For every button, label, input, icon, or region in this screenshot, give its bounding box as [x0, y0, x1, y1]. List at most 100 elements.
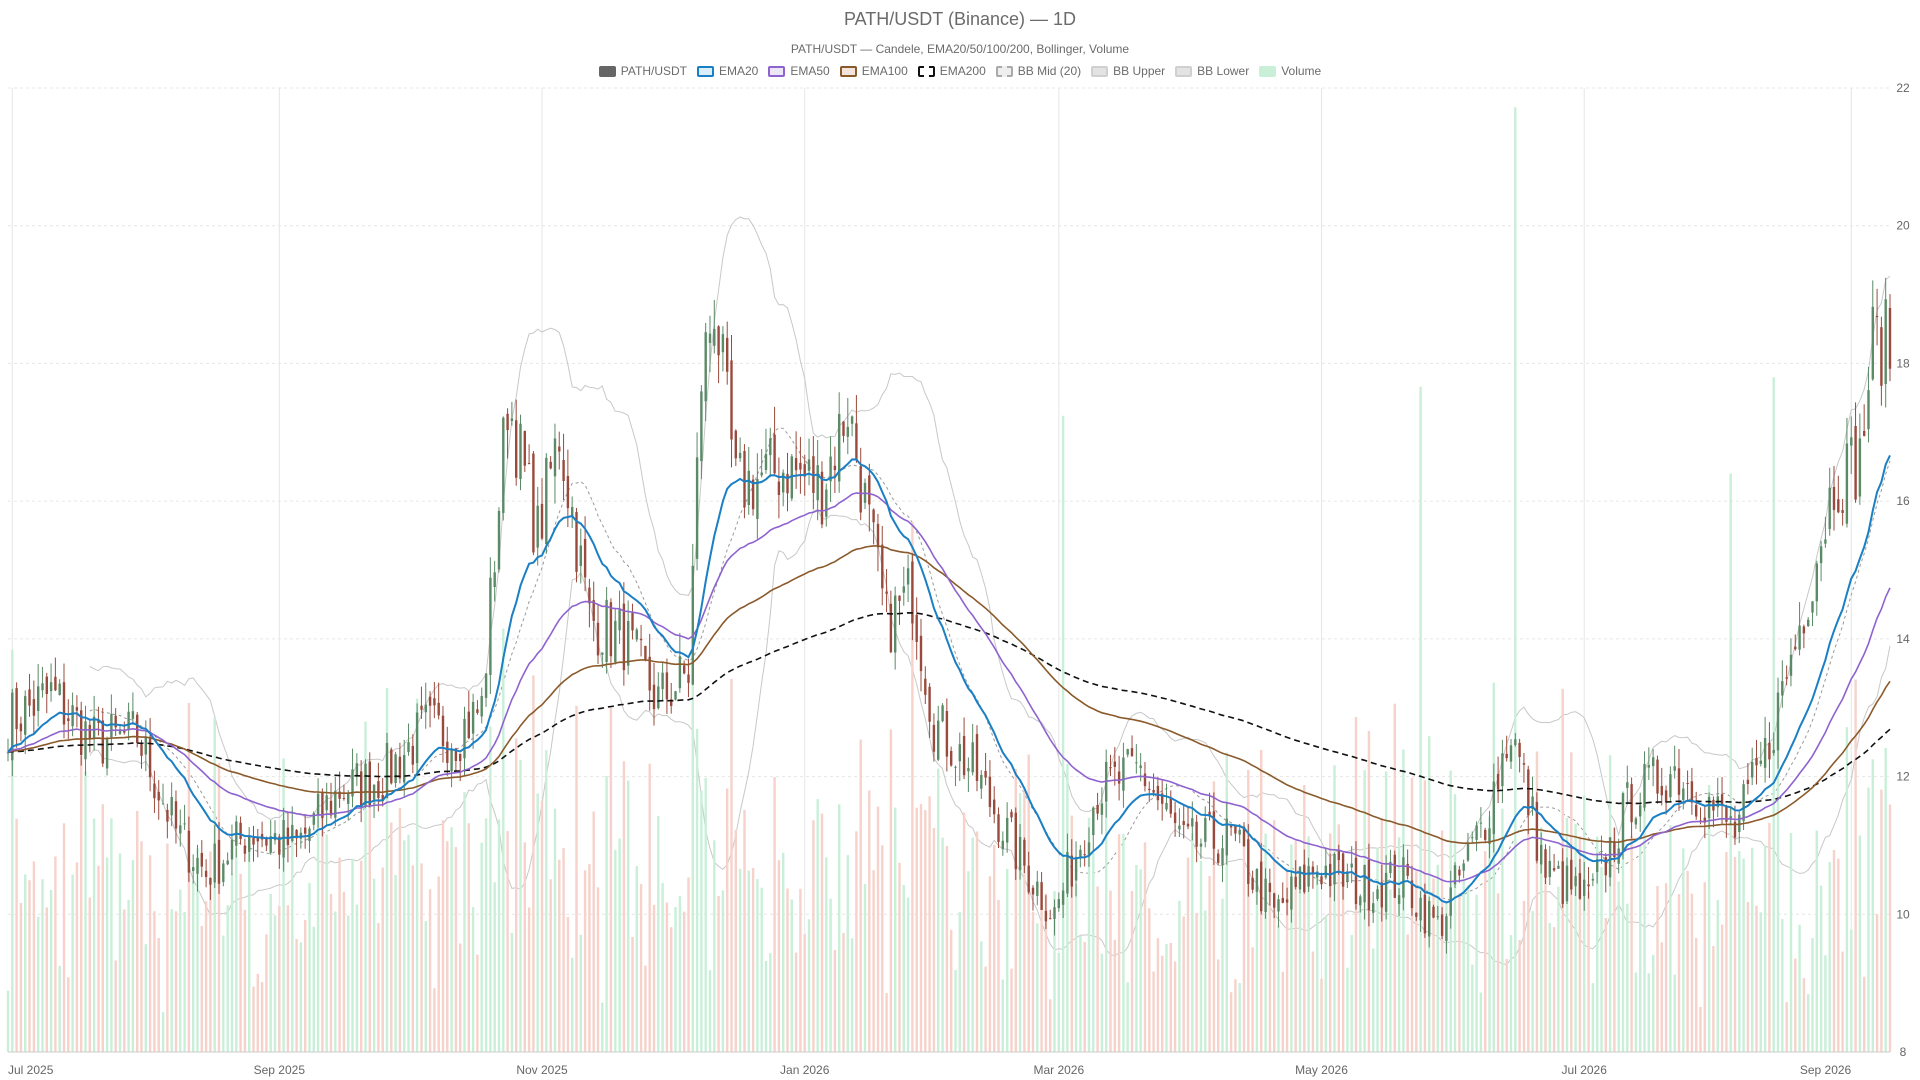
volume-bar [846, 855, 849, 1052]
legend-swatch [995, 65, 1013, 77]
volume-bar [1389, 889, 1392, 1052]
volume-bar [148, 855, 152, 1052]
candle-body [661, 672, 664, 690]
candle-body [364, 763, 367, 807]
volume-bar [1608, 755, 1612, 1052]
candle-body [312, 813, 315, 825]
candle-body [54, 676, 57, 691]
volume-bar [1587, 891, 1590, 1052]
volume-bar [385, 687, 389, 1052]
volume-bar [967, 871, 970, 1052]
candle-body [756, 479, 759, 519]
candle-body [1061, 890, 1065, 905]
volume-bar [1811, 937, 1814, 1052]
candle-body [1092, 807, 1095, 836]
volume-bar [1066, 764, 1069, 1052]
candle-body [407, 742, 410, 752]
volume-bar [278, 906, 281, 1052]
candle-body [1113, 761, 1116, 767]
candle-body [980, 774, 983, 789]
volume-bar [838, 804, 841, 1052]
volume-bar [480, 842, 483, 1052]
volume-bar [1070, 815, 1073, 1052]
volume-bar [295, 939, 298, 1052]
candle-body [209, 877, 212, 885]
candle-body [1014, 812, 1017, 870]
candle-body [1242, 826, 1246, 847]
candle-body [1010, 811, 1013, 818]
legend-item[interactable]: BB Lower [1175, 64, 1249, 78]
candle-body [62, 682, 66, 725]
candle-body [515, 420, 518, 478]
x-tick-label: Mar 2026 [1033, 1063, 1084, 1077]
volume-bar [984, 966, 987, 1052]
candle-body [1738, 814, 1741, 832]
y-tick-label: 10 [1896, 907, 1910, 921]
candle-body [773, 434, 776, 474]
candle-body [420, 705, 423, 710]
bb-lower-line [89, 508, 1891, 966]
candle-body [1815, 563, 1818, 602]
volume-bar [726, 788, 729, 1052]
candle-body [1832, 486, 1836, 510]
legend-item[interactable]: EMA50 [768, 64, 830, 78]
volume-bar [678, 896, 682, 1052]
legend-item[interactable]: Volume [1259, 64, 1321, 78]
volume-bar [583, 870, 587, 1052]
candle-body [713, 328, 716, 346]
candle-body [1652, 757, 1655, 767]
candle-body [1888, 308, 1892, 369]
volume-bar [1621, 791, 1625, 1052]
volume-bar [1152, 971, 1155, 1052]
candle-body [1763, 738, 1767, 768]
volume-bar [950, 929, 953, 1052]
volume-bar [1660, 942, 1663, 1052]
candle-body [967, 768, 970, 772]
volume-bar [1527, 828, 1530, 1052]
volume-bar [1208, 876, 1211, 1052]
candle-body [1023, 839, 1026, 866]
volume-bar [1242, 833, 1246, 1052]
volume-bar [536, 793, 539, 1052]
volume-bar [799, 888, 802, 1052]
candle-body [1186, 823, 1190, 827]
volume-bar [222, 935, 225, 1052]
volume-bar [515, 738, 518, 1052]
volume-bar [489, 726, 492, 1052]
volume-bar [644, 965, 647, 1052]
volume-bar [342, 891, 346, 1052]
volume-bar [1578, 836, 1582, 1052]
volume-bar [239, 873, 242, 1052]
y-tick-label: 18 [1896, 356, 1910, 370]
candle-body [480, 696, 483, 717]
volume-bar [1117, 834, 1121, 1052]
candle-body [1122, 757, 1125, 791]
legend-item[interactable]: BB Mid (20) [995, 64, 1081, 78]
volume-bar [1010, 968, 1013, 1052]
legend-item[interactable]: PATH/USDT [598, 64, 687, 78]
legend-item[interactable]: EMA100 [839, 64, 908, 78]
volume-bar [424, 921, 427, 1052]
volume-bar [850, 938, 854, 1052]
legend-swatch [697, 65, 714, 77]
volume-bar [502, 628, 505, 1052]
volume-bar [1419, 386, 1422, 1052]
volume-bar [601, 1002, 604, 1052]
volume-bar [1738, 851, 1741, 1052]
volume-bar [1647, 973, 1650, 1052]
candle-body [769, 438, 772, 456]
volume-bar [170, 909, 173, 1052]
candle-body [540, 503, 544, 539]
volume-bar [915, 807, 918, 1052]
candle-body [627, 621, 630, 666]
candle-body [549, 461, 552, 469]
legend-item[interactable]: EMA200 [917, 64, 986, 78]
volume-bar [816, 799, 819, 1052]
volume-bar [1746, 902, 1750, 1052]
candle-body [855, 423, 858, 460]
candle-body [1458, 869, 1461, 876]
legend-item[interactable]: EMA20 [697, 64, 758, 78]
candle-body [71, 705, 74, 727]
volume-bar [1074, 884, 1078, 1052]
legend-item[interactable]: BB Upper [1091, 64, 1165, 78]
